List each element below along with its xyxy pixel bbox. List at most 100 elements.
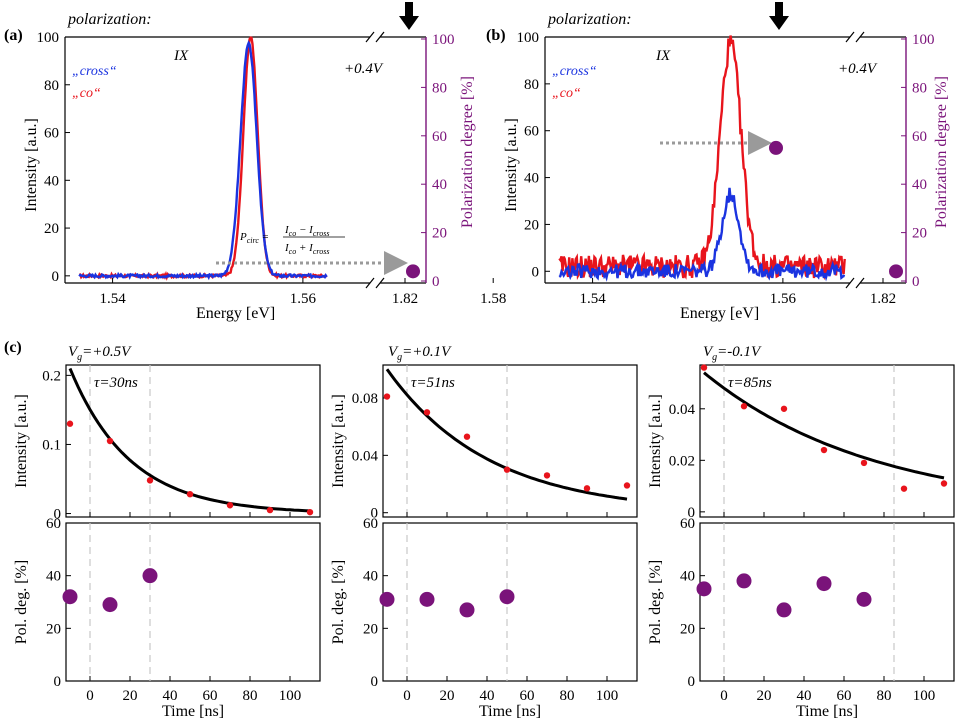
x-tick-label: 1.56 [770,291,797,307]
intensity-point [780,405,788,412]
y2-tick-label: 60 [680,516,695,532]
polarization-point [459,602,475,618]
x-tick-label: 60 [203,688,218,704]
x-tick-label: 80 [243,688,258,704]
y-tick-label: 100 [517,30,540,46]
y-tick-label: 0 [532,264,540,280]
x-axis-label-a: Energy [eV] [196,305,275,322]
polarization-point [419,591,435,607]
y-tick-label: 40 [524,171,539,187]
x-tick-label: 80 [877,688,892,704]
x-axis-label: Time [ns] [162,703,224,720]
y2-tick-label: 20 [912,226,927,242]
polarization-point [696,581,712,597]
intensity-point [543,472,551,479]
intensity-point [700,364,708,371]
tau-label: τ=30ns [94,375,138,391]
y2-tick-label: 40 [912,177,927,193]
svg-text:Pcirc =: Pcirc = [239,231,269,245]
polarization-point [62,589,78,605]
intensity-frame [65,364,321,518]
intensity-frame [382,364,638,518]
intensity-point [583,485,591,492]
y-tick-label: 80 [524,77,539,93]
y-tick-label: 0.2 [42,368,61,384]
y-axis-label: Intensity [a.u.] [13,394,30,488]
x-axis-label: Time [ns] [479,703,541,720]
tau-label: τ=85ns [728,375,772,391]
x-tick-label: 1.56 [290,291,317,307]
y2-axis-label-a: Polarization degree [%] [459,76,476,228]
energy-marker-arrow [399,2,419,30]
legend-co-b: „co“ [552,86,581,101]
x-tick-label: 1.54 [99,291,126,307]
polarization-point [102,597,118,613]
formula-pcirc: Pcirc = Ico − Icross Ico + Icross [239,224,345,256]
panel-label-c: (c) [4,339,22,356]
x-tick-label: 100 [596,688,619,704]
y2-tick-label: 40 [680,569,695,585]
x-tick-label: 80 [560,688,575,704]
axis-break [855,277,865,289]
y-axis-label: Intensity [a.u.] [330,394,347,488]
intensity-point [306,508,314,516]
y2-tick-label: 20 [46,621,61,637]
y2-tick-label: 80 [432,80,447,96]
y2-axis-label: Pol. deg. [%] [647,560,664,644]
y2-tick-label: 60 [432,129,447,145]
polarization-point [856,591,872,607]
axis-break [845,31,855,43]
y2-tick-label: 100 [912,32,935,48]
intensity-point [860,459,868,467]
y-axis-label-b: Intensity [a.u.] [503,118,520,212]
y2-tick-label: 20 [432,226,447,242]
polarization-point [769,140,783,155]
plot-area-a: 0 20 40 60 80 100 0 20 40 60 80 100 1.54 1.56 1.58 1.82 [37,2,506,307]
x-tick-label: 40 [163,688,178,704]
axis-break [855,31,865,43]
voltage-label-b: +0.4V [838,61,878,77]
x-tick-label: 100 [279,688,302,704]
polarization-point [142,568,158,584]
polarization-point [499,589,515,605]
intensity-point [186,491,194,498]
panel-label-a: (a) [4,27,23,44]
panel-b: (b) polarization: 0 20 40 60 80 100 0 20 40 60 80 1… [486,2,950,322]
legend-cross-a: „cross“ [72,64,117,79]
y2-axis-label-b: Polarization degree [%] [933,76,950,228]
y-tick-label: 0.08 [352,391,378,407]
y2-tick-label: 80 [912,80,927,96]
y2-tick-label: 20 [363,621,378,637]
energy-marker-arrow [769,2,789,30]
intensity-point [106,437,114,445]
y2-axis-label: Pol. deg. [%] [330,560,347,644]
intensity-point [463,433,471,440]
y-tick-label: 0.1 [42,437,61,453]
y-axis-label-a: Intensity [a.u.] [23,118,40,212]
x-tick-label: 1.58 [480,291,506,307]
svg-text:Ico − Icross: Ico − Icross [284,224,329,238]
intensity-point [740,403,748,410]
x-axis-label-b: Energy [eV] [680,305,759,322]
y-tick-label: 0.02 [669,453,695,469]
y2-tick-label: 60 [912,129,927,145]
intensity-point [503,466,511,473]
axis-break [375,277,385,289]
polarization-point [406,264,420,279]
tau-label: τ=51ns [411,375,455,391]
polarization-point [816,576,832,592]
x-tick-label: 20 [757,688,772,704]
polarization-header-a: polarization: [67,11,152,28]
exponential-fit [703,371,945,480]
y-tick-label: 20 [524,217,539,233]
axis-break [365,31,375,43]
x-tick-label: 60 [520,688,535,704]
gate-voltage-label: Vg=-0.1V [703,344,762,363]
series-line-cross [558,187,846,282]
y-tick-label: 0.04 [669,402,696,418]
axis-break [375,31,385,43]
